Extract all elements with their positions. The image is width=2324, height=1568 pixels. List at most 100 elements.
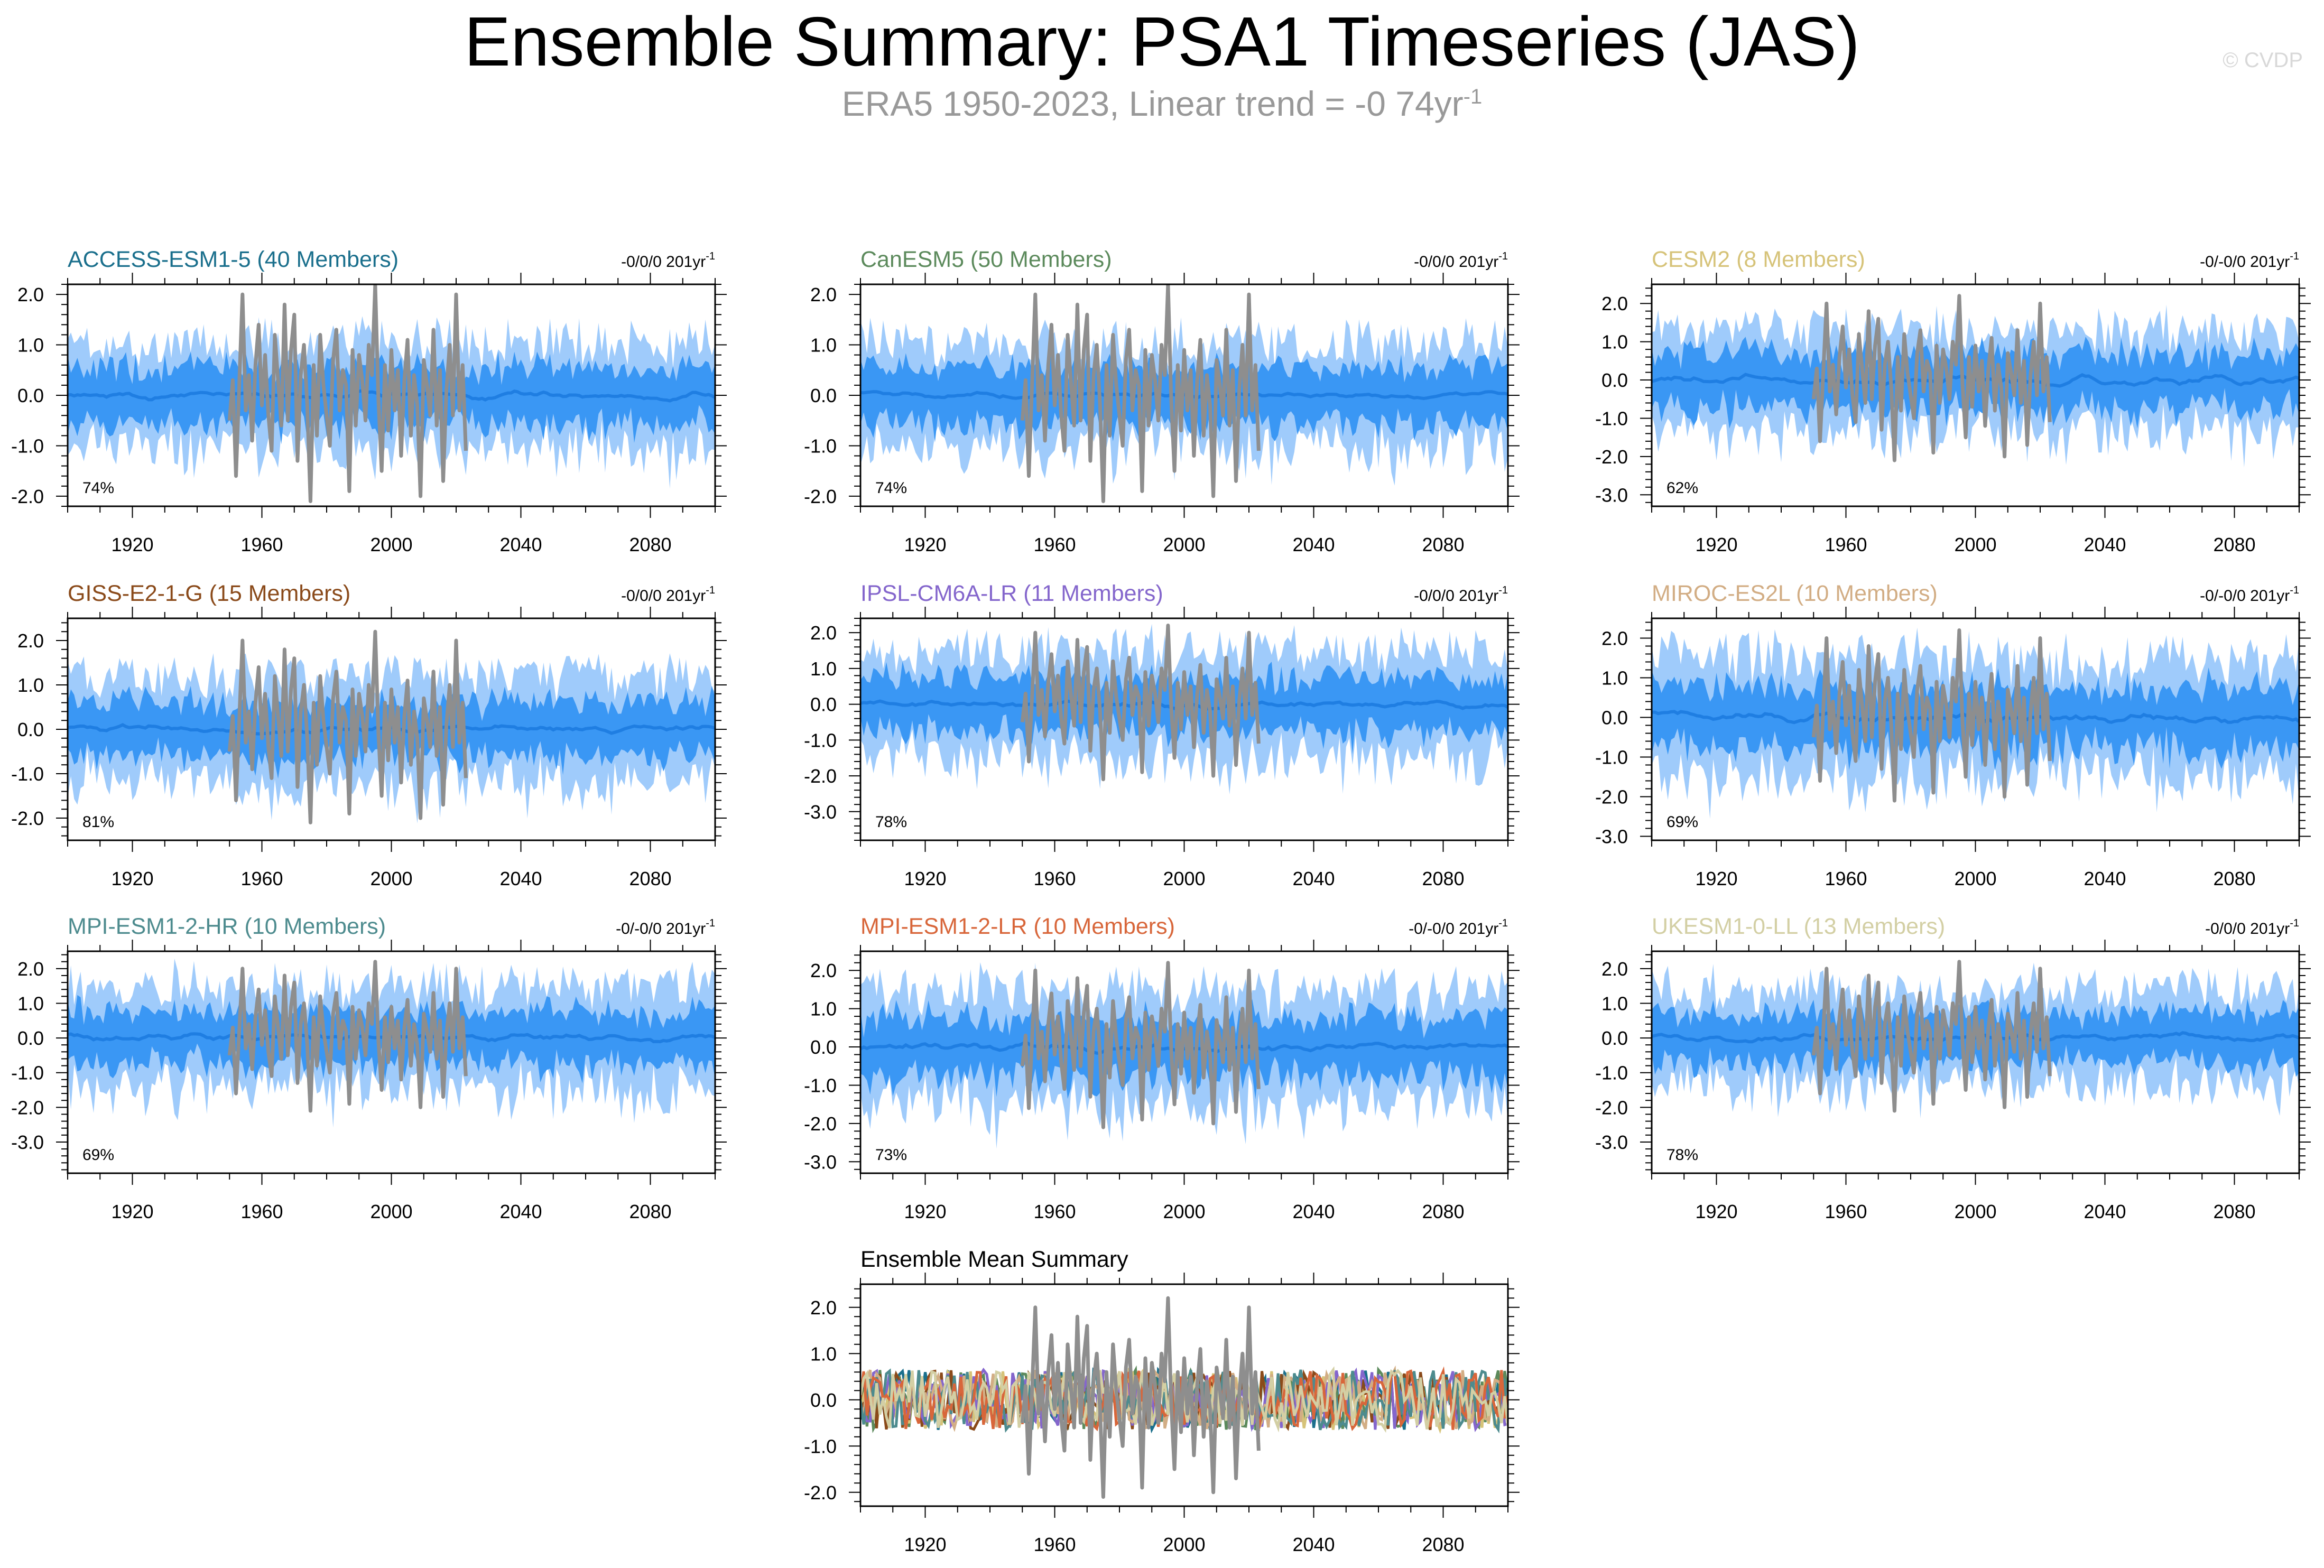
y-tick-label: 1.0 [17, 992, 44, 1014]
panel-trend: -0/0/0 201yr-1 [621, 250, 715, 271]
model-panel: 1920 1960 2000 2040 2080 2.0 1.0 0.0 -1.0 -2.0 -3.… [1595, 247, 2311, 555]
y-tick-label: -2.0 [11, 808, 44, 829]
x-tick-label: 2000 [1954, 868, 1996, 889]
percent-within-label: 73% [875, 1146, 907, 1164]
x-tick-label: 2080 [1422, 1534, 1464, 1555]
model-mean-line [860, 1366, 1508, 1432]
model-panel: 1920 1960 2000 2040 2080 2.0 1.0 0.0 -1.0 -2.0 -3.… [804, 581, 1520, 889]
observations-line [1020, 624, 1261, 782]
panel-trend: -0/0/0 201yr-1 [1414, 584, 1508, 605]
y-tick-label: 2.0 [17, 284, 44, 305]
observations-line [227, 960, 468, 1113]
x-tick-label: 1920 [1695, 1201, 1737, 1222]
y-tick-label: 2.0 [810, 1297, 837, 1319]
y-tick-label: 0.0 [810, 385, 837, 406]
y-tick-label: -3.0 [11, 1131, 44, 1153]
x-tick-label: 2000 [1163, 868, 1205, 889]
observations-line [227, 284, 468, 503]
inner-range-band [68, 685, 715, 779]
y-tick-label: 0.0 [17, 385, 44, 406]
model-mean-line [860, 1366, 1508, 1433]
y-tick-label: 1.0 [1601, 331, 1628, 353]
panel-title: MIROC-ES2L (10 Members) [1652, 581, 1938, 606]
credit-watermark: © CVDP [2223, 49, 2303, 72]
y-tick-label: 0.0 [17, 1027, 44, 1049]
y-tick-label: 1.0 [810, 1343, 837, 1365]
x-tick-label: 2040 [2084, 1201, 2126, 1222]
x-tick-label: 2080 [629, 868, 671, 889]
x-tick-label: 2080 [629, 534, 671, 555]
percent-within-label: 81% [82, 813, 114, 831]
panel-title: ACCESS-ESM1-5 (40 Members) [68, 247, 399, 272]
inner-range-band [1652, 337, 2299, 429]
percent-within-label: 74% [875, 479, 907, 497]
plot-area [860, 284, 1508, 503]
observations-line [1020, 1296, 1261, 1499]
x-tick-label: 1960 [1033, 1534, 1076, 1555]
y-tick-label: 1.0 [17, 674, 44, 696]
y-tick-label: -3.0 [1595, 1131, 1628, 1153]
y-tick-label: 0.0 [810, 1036, 837, 1058]
percent-within-label: 69% [1666, 813, 1698, 831]
x-tick-label: 1920 [904, 534, 946, 555]
panel-title: GISS-E2-1-G (15 Members) [68, 581, 350, 606]
y-tick-label: -2.0 [804, 1482, 837, 1504]
percent-within-label: 69% [82, 1146, 114, 1164]
x-tick-label: 2040 [499, 534, 542, 555]
model-panel: 1920 1960 2000 2040 2080 2.0 1.0 0.0 -1.0 -2.0 ACC… [11, 247, 727, 555]
y-tick-label: 0.0 [810, 1389, 837, 1411]
percent-within-label: 62% [1666, 479, 1698, 497]
inner-range-band [860, 661, 1508, 755]
observations-line [227, 629, 468, 824]
y-tick-label: -3.0 [804, 801, 837, 823]
y-tick-label: 0.0 [1601, 1027, 1628, 1049]
subtitle: ERA5 1950-2023, Linear trend = -0 74yr-1 [0, 83, 2324, 124]
panel-title: MPI-ESM1-2-HR (10 Members) [68, 914, 386, 939]
plot-area [860, 961, 1508, 1149]
subtitle-exponent: -1 [1463, 85, 1483, 108]
y-tick-label: 0.0 [810, 694, 837, 716]
panel-trend: -0/0/0 201yr-1 [2205, 917, 2299, 938]
observations-line [1811, 294, 2052, 462]
x-tick-label: 1960 [240, 1201, 283, 1222]
x-tick-label: 1960 [1825, 534, 1867, 555]
panel-title: Ensemble Mean Summary [860, 1247, 1128, 1272]
observations-line [1020, 961, 1261, 1129]
y-tick-label: -3.0 [804, 1151, 837, 1173]
panel-title: CanESM5 (50 Members) [860, 247, 1112, 272]
y-tick-label: 2.0 [1601, 628, 1628, 650]
panel-title: MPI-ESM1-2-LR (10 Members) [860, 914, 1175, 939]
x-tick-label: 2080 [2213, 1201, 2255, 1222]
x-tick-label: 2040 [2084, 868, 2126, 889]
y-tick-label: -1.0 [11, 763, 44, 785]
y-tick-label: -3.0 [1595, 484, 1628, 506]
x-tick-label: 2000 [370, 1201, 412, 1222]
y-tick-label: -2.0 [11, 1097, 44, 1118]
x-tick-label: 2040 [1292, 1201, 1335, 1222]
x-tick-label: 2080 [629, 1201, 671, 1222]
y-tick-label: 2.0 [810, 960, 837, 981]
y-tick-label: -1.0 [1595, 1062, 1628, 1084]
model-panel: 1920 1960 2000 2040 2080 2.0 1.0 0.0 -1.0 -2.0 -3.… [11, 914, 727, 1222]
y-tick-label: 0.0 [1601, 369, 1628, 391]
x-tick-label: 2000 [1163, 1534, 1205, 1555]
y-tick-label: 1.0 [1601, 992, 1628, 1014]
y-tick-label: 2.0 [1601, 293, 1628, 314]
ensemble-mean-panel: 1920 1960 2000 2040 2080 2.0 1.0 0.0 -1.0 -2.0 Ens… [804, 1247, 1520, 1555]
subtitle-text: ERA5 1950-2023, Linear trend = -0 74yr [841, 84, 1464, 123]
x-tick-label: 2040 [1292, 1534, 1335, 1555]
x-tick-label: 2040 [499, 868, 542, 889]
y-tick-label: -1.0 [11, 1062, 44, 1084]
x-tick-label: 1920 [904, 1534, 946, 1555]
y-tick-label: 1.0 [1601, 667, 1628, 689]
model-panel: 1920 1960 2000 2040 2080 2.0 1.0 0.0 -1.0 -2.0 -3.… [1595, 914, 2311, 1222]
x-tick-label: 2080 [2213, 534, 2255, 555]
x-tick-label: 1960 [1033, 534, 1076, 555]
model-panel: 1920 1960 2000 2040 2080 2.0 1.0 0.0 -1.0 -2.0 -3.… [1595, 581, 2311, 889]
percent-within-label: 74% [82, 479, 114, 497]
plot-area [1652, 294, 2299, 468]
panel-trend: -0/-0/0 201yr-1 [616, 917, 715, 938]
x-tick-label: 2000 [1163, 1201, 1205, 1222]
percent-within-label: 78% [1666, 1146, 1698, 1164]
